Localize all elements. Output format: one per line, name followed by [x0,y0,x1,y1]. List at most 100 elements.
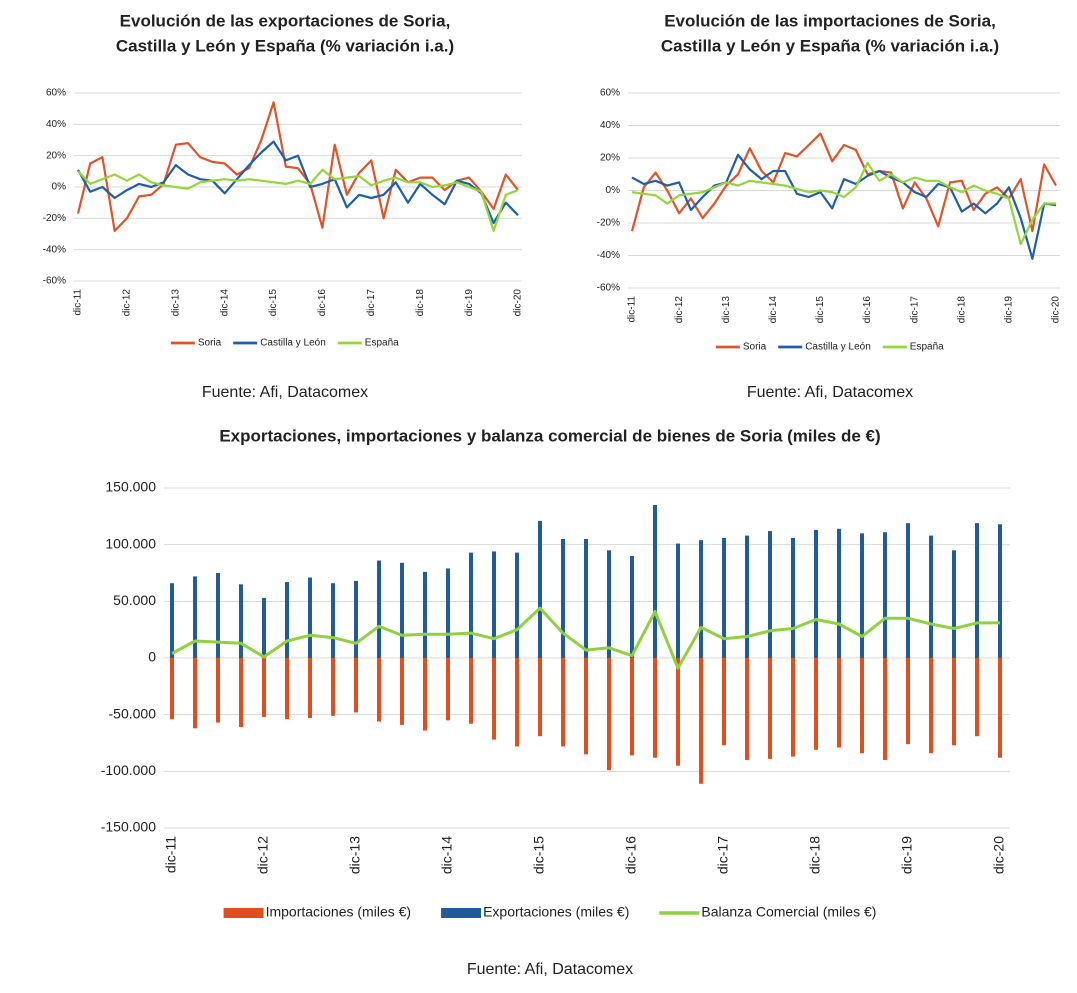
bar [630,658,634,756]
x-tick-label: dic-18 [415,289,426,317]
line [76,101,519,232]
bar [216,573,220,658]
x-tick-label: dic-15 [531,836,547,874]
x-tick-label: dic-14 [219,289,230,317]
y-tick-label: 0 [148,649,156,665]
x-tick-label: dic-12 [255,836,271,874]
bar [630,556,634,658]
x-tick-label: dic-19 [1004,296,1015,324]
chart-title: Castilla y León y España (% variación i.… [116,36,454,55]
bar [607,550,611,658]
source-note: Fuente: Afi, Datacomex [747,384,913,401]
x-tick-label: dic-12 [674,296,685,324]
bar [860,658,864,754]
y-tick-label: -60% [597,283,620,294]
bar [676,543,680,658]
source-note: Fuente: Afi, Datacomex [202,384,368,401]
bar [354,580,358,658]
bar [883,532,887,658]
bar [745,658,749,760]
bar [538,520,542,658]
bar [860,533,864,658]
x-tick-label: dic-18 [956,296,967,324]
bar [193,658,197,729]
y-tick-label: -100.000 [101,762,156,778]
bar [354,658,358,713]
x-tick-label: dic-17 [909,296,920,324]
x-tick-label: dic-15 [268,289,279,317]
y-tick-label: 0% [52,182,67,193]
x-tick-label: dic-16 [317,289,328,317]
x-tick-label: dic-11 [163,836,179,873]
bar [446,568,450,658]
bar [262,658,266,717]
legend-label: Castilla y León [805,342,871,353]
bar [722,658,726,746]
bar [883,658,887,760]
bar [952,658,956,746]
bar [239,584,243,658]
bar [423,571,427,658]
x-tick-label: dic-15 [815,296,826,324]
x-tick-label: dic-11 [73,289,84,316]
bar [170,658,174,720]
bar [791,537,795,658]
chart-title: Evolución de las exportaciones de Soria, [120,11,451,30]
bar [331,583,335,658]
bar [216,658,220,723]
y-tick-label: 20% [600,153,620,164]
bar [193,576,197,658]
y-tick-label: -20% [597,218,620,229]
chart: Exportaciones, importaciones y balanza c… [101,426,1010,978]
bar [285,658,289,720]
y-tick-label: 60% [600,88,620,99]
legend-label: Soria [198,338,222,349]
line [631,153,1057,260]
bar [837,528,841,658]
x-tick-label: dic-14 [439,836,455,874]
y-tick-label: -40% [597,250,620,261]
y-tick-label: 100.000 [105,535,156,551]
legend-swatch [441,908,482,918]
bar [699,540,703,658]
bar [377,658,381,722]
x-tick-label: dic-16 [862,296,873,324]
bar [584,658,588,755]
bar [400,658,404,725]
bar [814,529,818,658]
chart-title: Evolución de las importaciones de Soria, [664,11,996,30]
x-tick-label: dic-18 [807,836,823,874]
bar [561,539,565,658]
bar [998,658,1002,758]
bar [170,583,174,658]
chart-title: Castilla y León y España (% variación i.… [661,36,999,55]
bar [469,552,473,658]
legend: Importaciones (miles €) Exportaciones (mi… [223,904,876,920]
bar [446,658,450,721]
bar [906,523,910,658]
x-tick-label: dic-11 [627,296,638,323]
bar [768,658,772,759]
bar [561,658,565,747]
legend-label: Soria [743,342,767,353]
line [171,606,1000,670]
bar [699,658,703,784]
bar [837,658,841,748]
x-tick-label: dic-13 [170,289,181,317]
y-tick-label: 40% [600,120,620,131]
x-tick-label: dic-19 [899,836,915,874]
bar [906,658,910,745]
bar [492,658,496,740]
legend: Soria Castilla y León España [170,338,399,349]
bar [331,658,335,716]
bar [952,550,956,658]
bar [308,658,312,719]
y-tick-label: 60% [46,88,66,99]
x-tick-label: dic-19 [464,289,475,317]
x-tick-label: dic-20 [513,289,524,317]
source-note: Fuente: Afi, Datacomex [467,961,633,978]
legend-swatch [223,908,264,918]
y-tick-label: 0% [606,185,621,196]
legend-label: Castilla y León [260,338,326,349]
bar [469,658,473,724]
